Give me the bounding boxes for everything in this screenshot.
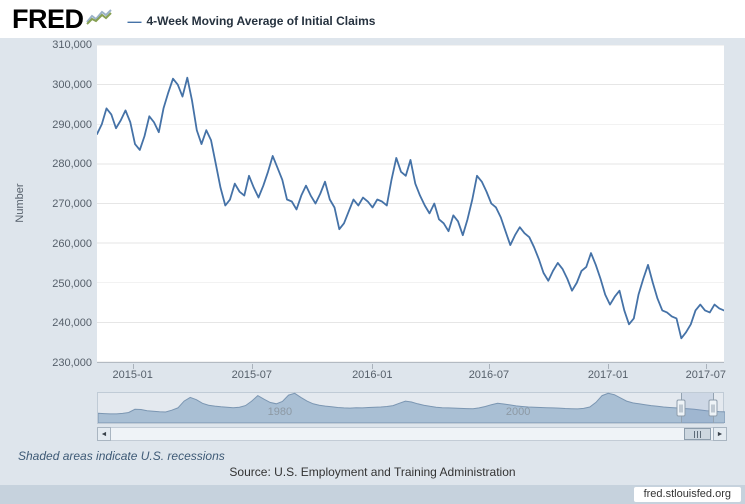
x-axis-tick-label: 2016-01 bbox=[352, 369, 393, 381]
y-axis-tick-label: 290,000 bbox=[52, 118, 92, 131]
y-axis-tick-label: 300,000 bbox=[52, 78, 92, 91]
scrollbar-thumb[interactable] bbox=[684, 428, 712, 440]
y-axis-tick-label: 280,000 bbox=[52, 158, 92, 171]
navigator-left-handle[interactable] bbox=[676, 399, 686, 417]
legend-line-icon: — bbox=[127, 12, 142, 29]
fred-logo[interactable]: FRED bbox=[12, 3, 112, 34]
x-axis-tick-mark bbox=[132, 364, 134, 369]
x-axis-labels: 2015-01 2015-07 2016-01 2016-07 2017-01 2017-… bbox=[97, 369, 726, 382]
navigator-year-label: 1980 bbox=[267, 406, 293, 418]
x-axis-tick-mark bbox=[488, 364, 490, 369]
x-axis-tick-label: 2016-07 bbox=[468, 369, 510, 381]
navigator[interactable]: 1980 2000 bbox=[97, 392, 725, 424]
x-axis-tick-mark bbox=[372, 364, 374, 369]
x-axis-tick-label: 2017-01 bbox=[587, 369, 629, 381]
navigator-right-handle[interactable] bbox=[708, 399, 718, 417]
scrollbar-left-button[interactable]: ◄ bbox=[97, 427, 111, 441]
y-axis-tick-label: 230,000 bbox=[52, 357, 92, 369]
right-arrow-icon: ► bbox=[716, 430, 724, 438]
x-axis-tick-label: 2015-07 bbox=[231, 369, 273, 381]
scrollbar: ◄ ► bbox=[97, 427, 727, 441]
legend: — 4-Week Moving Average of Initial Claim… bbox=[128, 14, 376, 28]
navigator-area-chart bbox=[98, 392, 725, 423]
navigator-year-label: 2000 bbox=[505, 406, 531, 418]
y-axis-tick-label: 240,000 bbox=[52, 317, 92, 330]
grip-lines-icon bbox=[711, 404, 713, 412]
y-axis-tick-label: 270,000 bbox=[52, 198, 92, 210]
fred-logo-chart-icon bbox=[85, 8, 112, 25]
x-axis-tick-mark bbox=[251, 364, 253, 369]
x-axis-tick-label: 2015-01 bbox=[112, 369, 153, 381]
y-axis-tick-label: 310,000 bbox=[52, 39, 92, 51]
navigator-selection[interactable] bbox=[681, 393, 714, 423]
y-axis-title: Number bbox=[14, 183, 26, 223]
scrollbar-track[interactable] bbox=[111, 427, 713, 441]
y-axis-tick-label: 250,000 bbox=[52, 277, 92, 290]
grip-lines-icon bbox=[679, 404, 681, 412]
line-chart-svg bbox=[97, 45, 724, 362]
header: FRED — 4-Week Moving Average of Initial … bbox=[0, 0, 745, 38]
x-axis-ticks bbox=[97, 364, 724, 369]
source-text: Source: U.S. Employment and Training Adm… bbox=[229, 465, 516, 479]
scrollbar-right-button[interactable]: ► bbox=[713, 427, 727, 441]
scrollbar-grip-icon bbox=[697, 430, 699, 438]
plot-area[interactable] bbox=[97, 45, 724, 363]
left-arrow-icon: ◄ bbox=[100, 430, 108, 438]
recessions-note: Shaded areas indicate U.S. recessions bbox=[18, 449, 225, 463]
y-axis-tick-label: 260,000 bbox=[52, 237, 92, 250]
x-axis-tick-mark bbox=[705, 364, 707, 369]
legend-label: 4-Week Moving Average of Initial Claims bbox=[146, 13, 376, 28]
site-link[interactable]: fred.stlouisfed.org bbox=[633, 487, 741, 502]
fred-logo-text: FRED bbox=[12, 3, 84, 34]
x-axis-tick-label: 2017-07 bbox=[685, 369, 726, 381]
x-axis-tick-mark bbox=[608, 364, 609, 369]
bottom-bar: fred.stlouisfed.org bbox=[0, 485, 745, 504]
y-axis-labels: 310,000 300,000 290,000 280,000 270,000 260,0… bbox=[28, 39, 92, 369]
